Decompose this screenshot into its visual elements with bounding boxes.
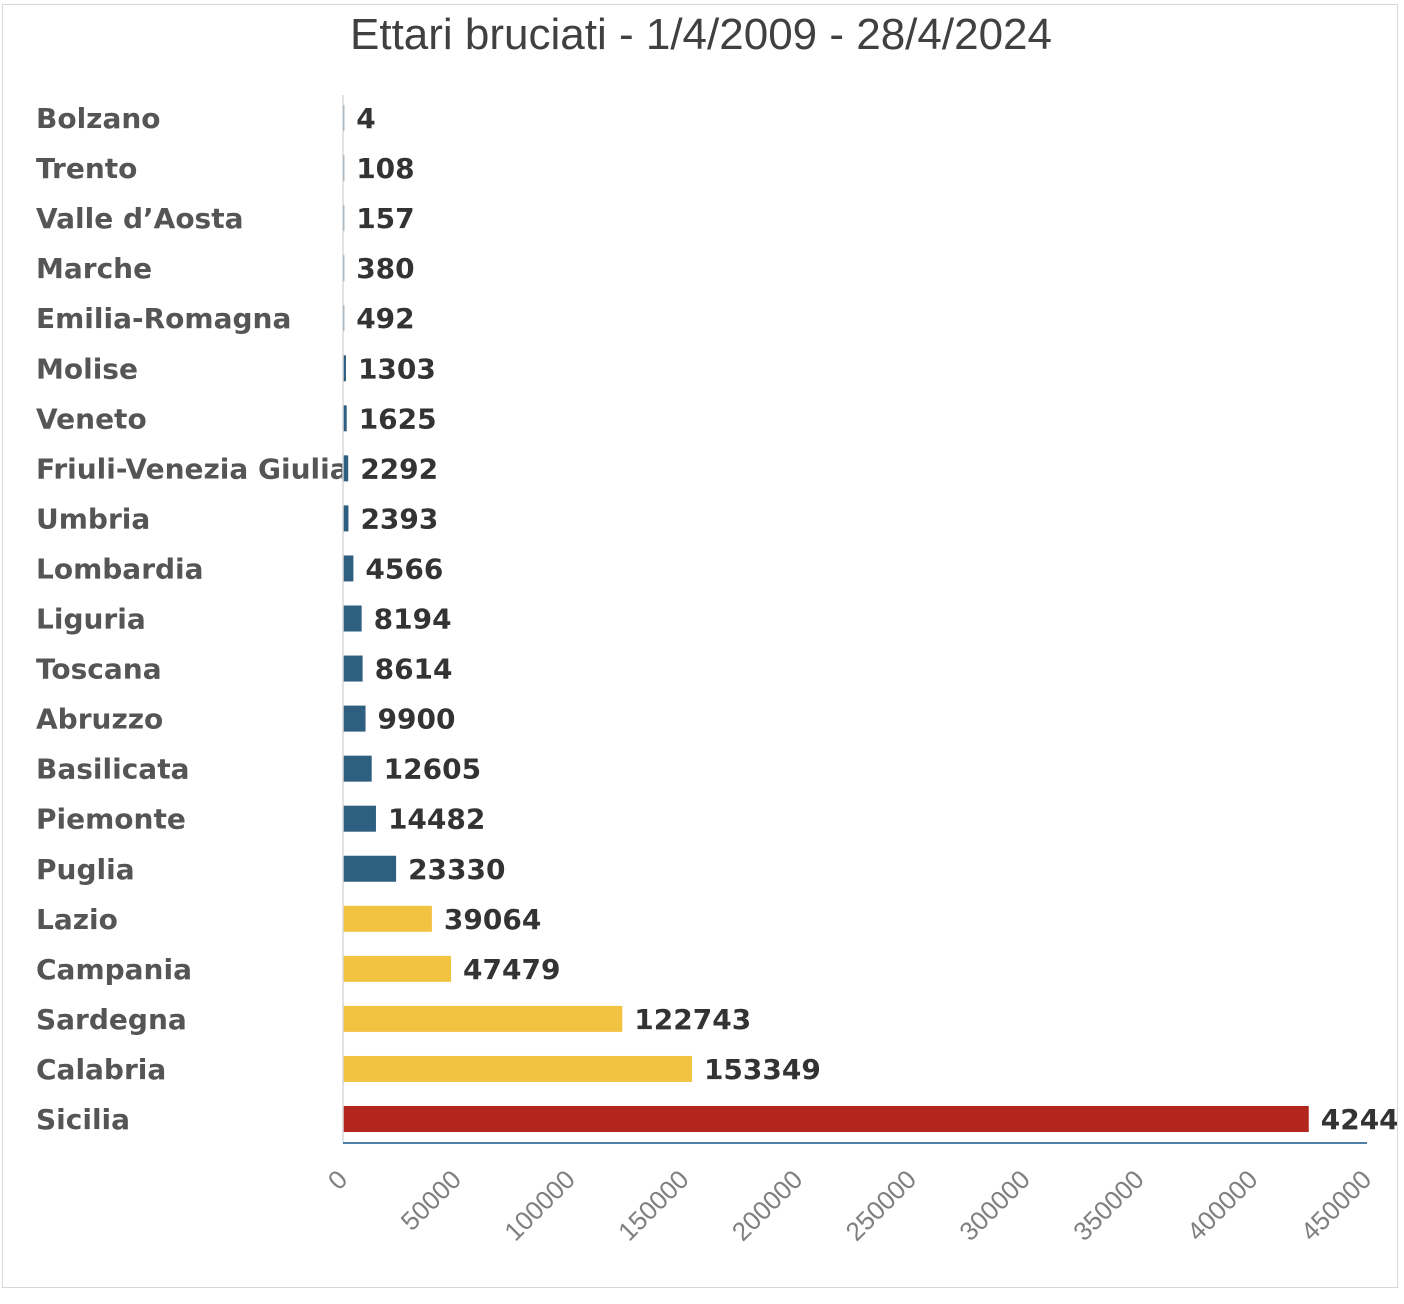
data-label: 1303 xyxy=(358,352,436,385)
tick-label: 50000 xyxy=(395,1164,467,1236)
category-label: Valle d’Aosta xyxy=(36,202,244,235)
bar xyxy=(343,905,432,932)
tick-label: 300000 xyxy=(953,1164,1036,1247)
category-label: Veneto xyxy=(36,402,147,435)
data-label: 8194 xyxy=(374,603,452,636)
tick-label: 150000 xyxy=(612,1164,695,1247)
category-label: Campania xyxy=(36,953,192,986)
data-label: 4566 xyxy=(365,552,443,585)
category-label: Liguria xyxy=(36,603,146,636)
category-label: Bolzano xyxy=(36,102,161,135)
bar-chart: Ettari bruciati - 1/4/2009 - 28/4/2024 B… xyxy=(36,10,1398,1247)
data-label: 108 xyxy=(356,152,414,185)
data-label: 9900 xyxy=(378,703,456,736)
tick-label: 400000 xyxy=(1181,1164,1264,1247)
bar xyxy=(343,805,376,832)
tick-label: 450000 xyxy=(1295,1164,1378,1247)
category-label: Basilicata xyxy=(36,753,189,786)
category-label: Marche xyxy=(36,252,152,285)
data-label: 380 xyxy=(356,252,414,285)
category-label: Abruzzo xyxy=(36,703,163,736)
data-label: 39064 xyxy=(444,903,541,936)
category-label: Toscana xyxy=(36,653,162,686)
bar xyxy=(343,1005,623,1032)
bar xyxy=(343,355,346,382)
bar xyxy=(343,1055,692,1082)
tick-label: 0 xyxy=(322,1164,353,1195)
bar xyxy=(343,505,349,532)
data-label: 2393 xyxy=(360,502,438,535)
category-label: Piemonte xyxy=(36,803,186,836)
bar xyxy=(343,955,452,982)
data-label: 2292 xyxy=(360,452,438,485)
data-label: 1625 xyxy=(359,402,437,435)
tick-label: 200000 xyxy=(726,1164,809,1247)
data-label: 8614 xyxy=(375,653,453,686)
data-label: 47479 xyxy=(463,953,560,986)
data-label: 157 xyxy=(356,202,414,235)
bar xyxy=(343,1106,1309,1132)
data-label: 122743 xyxy=(634,1003,751,1036)
data-label: 4 xyxy=(356,102,375,135)
category-label: Emilia-Romagna xyxy=(36,302,291,335)
tick-label: 350000 xyxy=(1067,1164,1150,1247)
chart-title: Ettari bruciati - 1/4/2009 - 28/4/2024 xyxy=(350,10,1052,59)
category-label: Sardegna xyxy=(36,1003,187,1036)
category-label: Calabria xyxy=(36,1053,166,1086)
category-label: Sicilia xyxy=(36,1103,130,1136)
bar xyxy=(343,555,354,582)
data-label: 23330 xyxy=(408,853,505,886)
bar xyxy=(343,705,366,732)
bar xyxy=(343,655,363,682)
data-label: 153349 xyxy=(704,1053,821,1086)
bar xyxy=(343,605,362,632)
tick-label: 250000 xyxy=(840,1164,923,1247)
bars-layer: Bolzano 4 Trento 108 Valle d’Aosta 157 Marche 3… xyxy=(36,102,1398,1136)
chart-frame: Ettari bruciati - 1/4/2009 - 28/4/2024 B… xyxy=(2,4,1398,1288)
bar xyxy=(343,405,347,432)
data-label: 12605 xyxy=(384,753,481,786)
category-label: Molise xyxy=(36,352,138,385)
bar xyxy=(343,455,349,482)
data-label: 492 xyxy=(356,302,414,335)
category-label: Umbria xyxy=(36,502,150,535)
category-label: Friuli-Venezia Giulia xyxy=(36,452,349,485)
tick-label: 100000 xyxy=(498,1164,581,1247)
category-label: Lombardia xyxy=(36,552,204,585)
bar xyxy=(343,855,397,882)
category-label: Trento xyxy=(36,152,137,185)
category-label: Puglia xyxy=(36,853,135,886)
data-label: 424400 xyxy=(1321,1103,1398,1136)
bar xyxy=(343,755,372,782)
category-label: Lazio xyxy=(36,903,118,936)
data-label: 14482 xyxy=(388,803,485,836)
